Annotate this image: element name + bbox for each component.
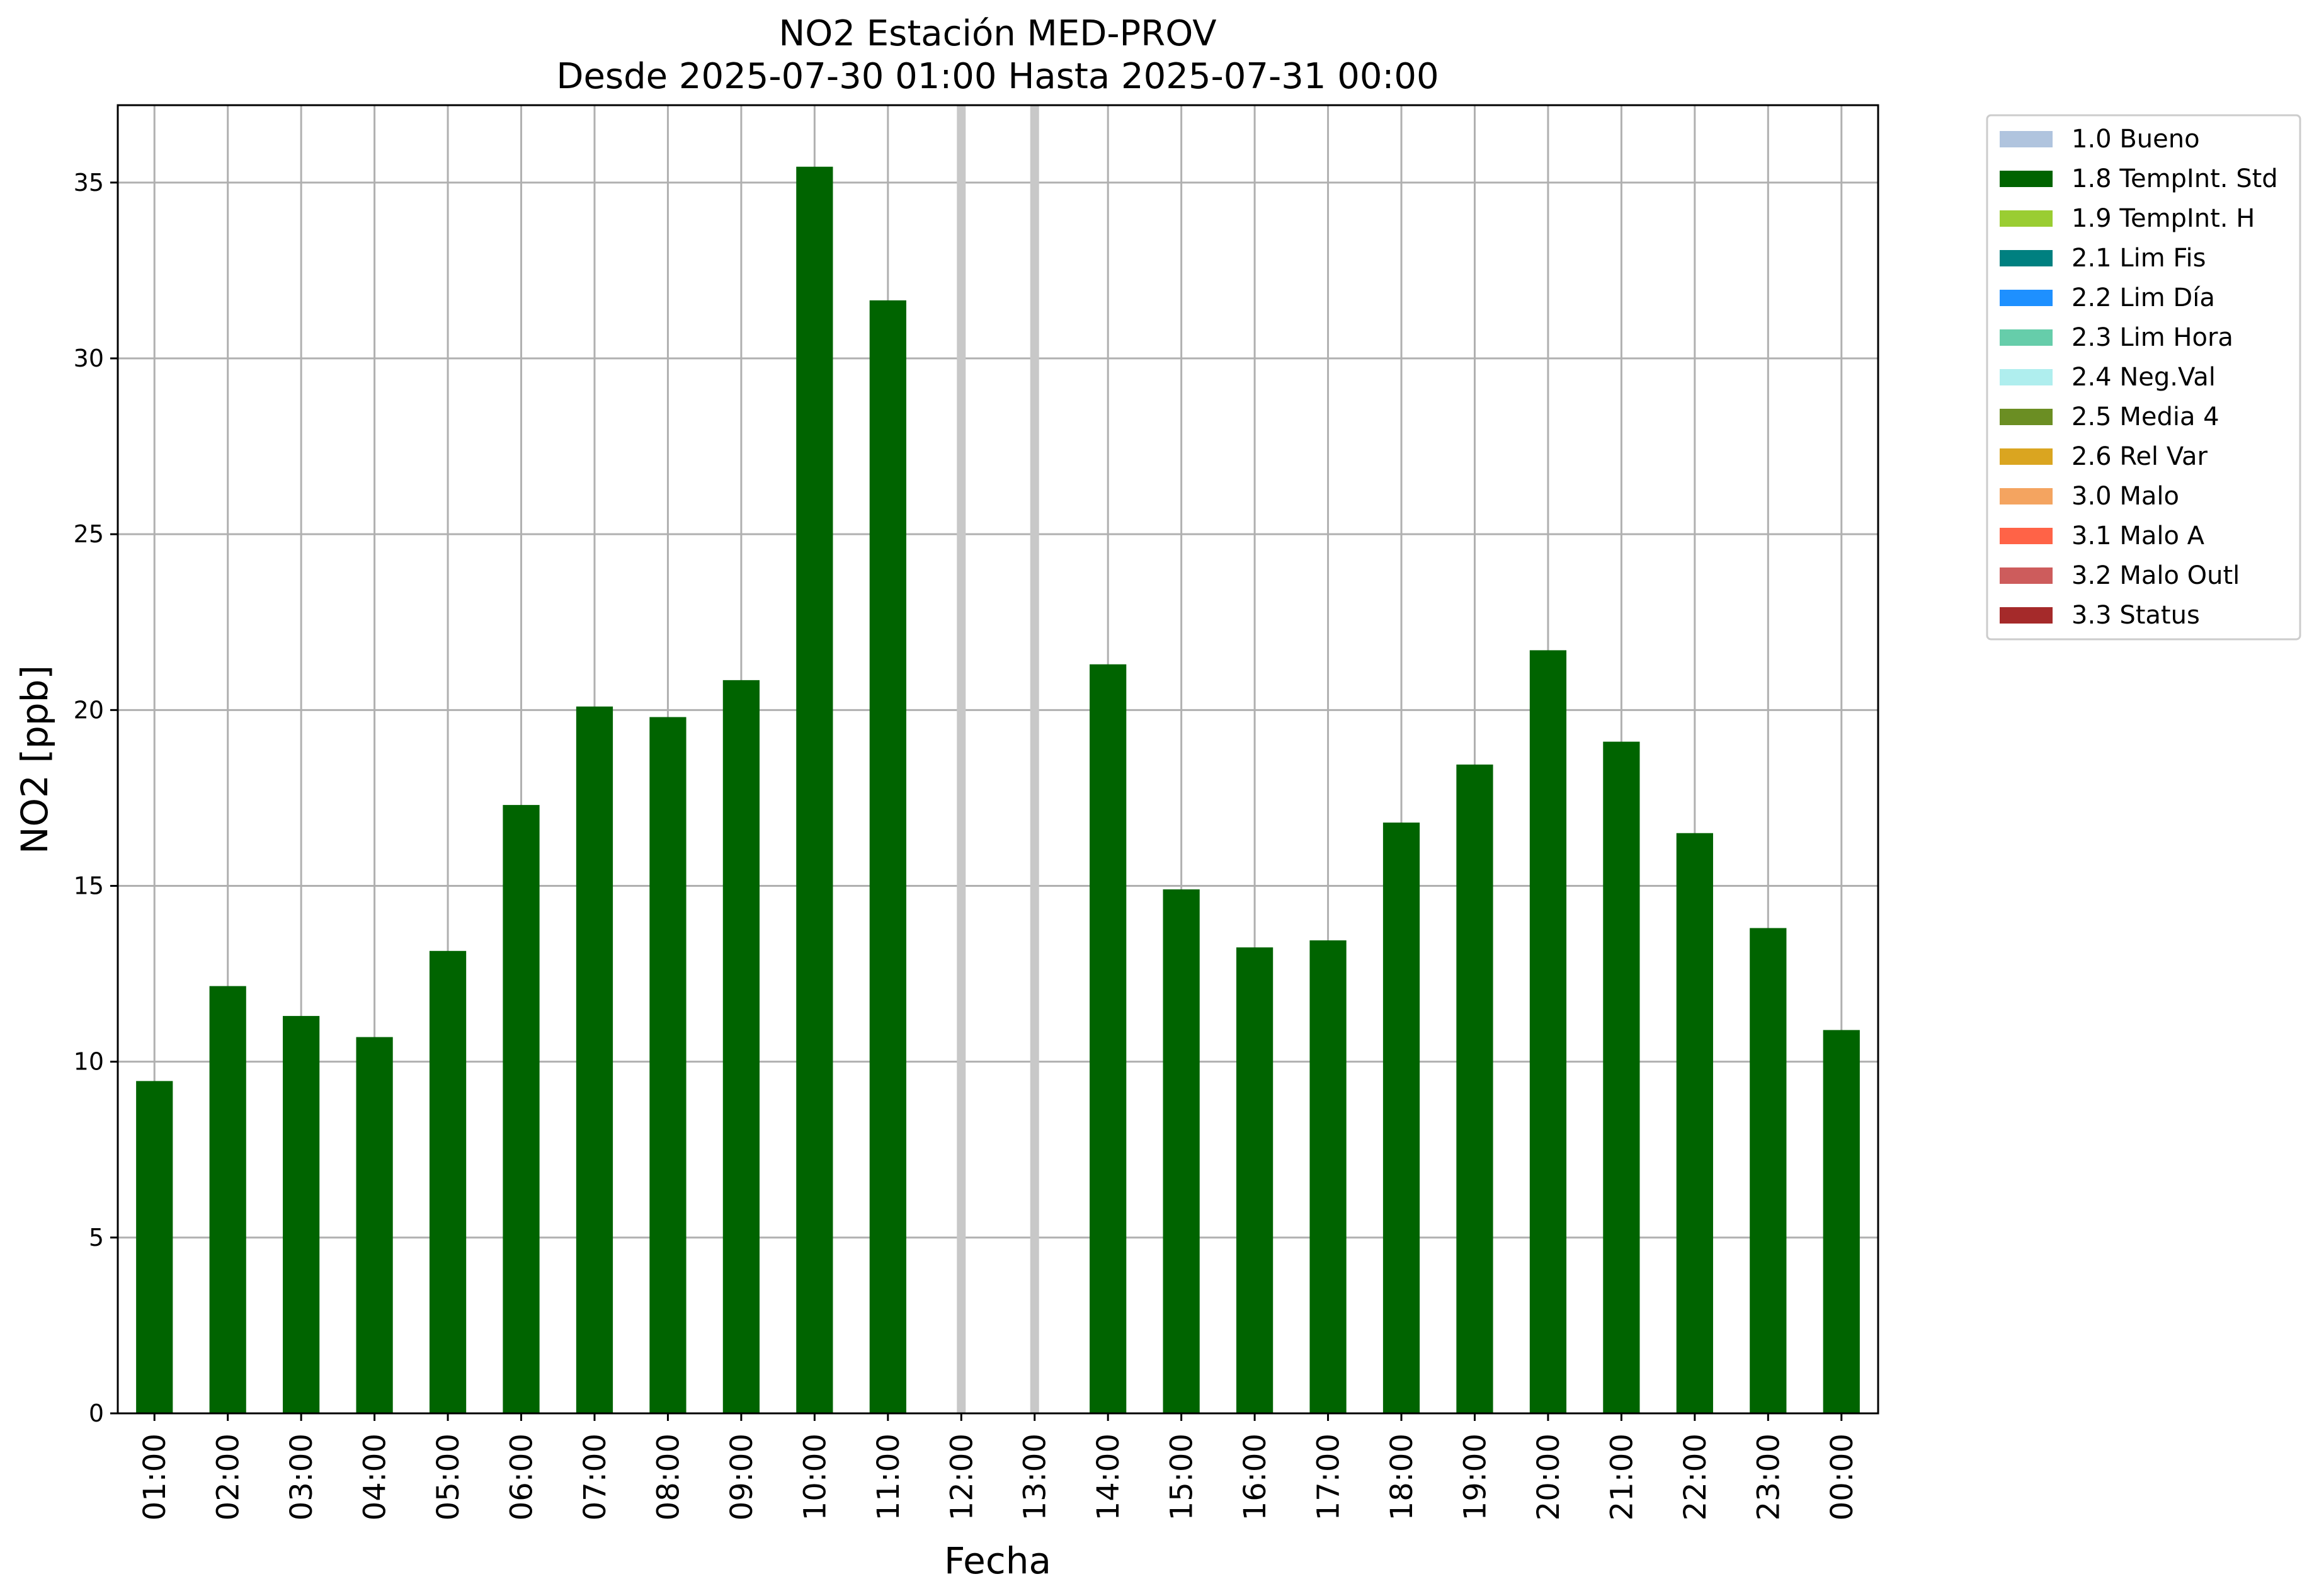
bar-01:00 [136, 1081, 173, 1413]
legend-swatch [2000, 448, 2053, 465]
legend-swatch [2000, 607, 2053, 624]
x-tick-label: 10:00 [797, 1434, 833, 1520]
y-axis-label: NO2 [ppb] [13, 665, 56, 854]
x-tick-label: 01:00 [137, 1434, 173, 1520]
x-tick-label: 17:00 [1311, 1434, 1347, 1520]
bar-14:00 [1090, 664, 1127, 1413]
legend-label: 1.9 TempInt. H [2071, 204, 2255, 233]
legend-swatch [2000, 171, 2053, 187]
x-tick-label: 13:00 [1018, 1434, 1053, 1520]
bar-05:00 [429, 950, 467, 1413]
chart-subtitle: Desde 2025-07-30 01:00 Hasta 2025-07-31 … [556, 56, 1439, 97]
y-tick-label: 35 [74, 169, 104, 197]
x-tick-label: 02:00 [211, 1434, 246, 1520]
legend-label: 2.4 Neg.Val [2071, 363, 2216, 392]
x-tick-label: 22:00 [1678, 1434, 1713, 1520]
bars [136, 166, 1860, 1413]
x-tick-label: 08:00 [651, 1434, 686, 1520]
bar-19:00 [1456, 764, 1493, 1413]
legend-swatch [2000, 290, 2053, 306]
missing-data-marker [1030, 105, 1039, 1413]
missing-data-markers [957, 105, 1039, 1413]
x-tick-label: 15:00 [1165, 1434, 1200, 1520]
legend-label: 2.6 Rel Var [2071, 442, 2208, 471]
legend-swatch [2000, 409, 2053, 425]
bar-21:00 [1603, 741, 1640, 1413]
x-tick-label: 12:00 [944, 1434, 979, 1520]
plot-frame [117, 104, 1879, 1415]
x-tick-label: 21:00 [1604, 1434, 1639, 1520]
x-tick-label: 09:00 [724, 1434, 760, 1520]
legend-label: 2.1 Lim Fis [2071, 244, 2206, 273]
y-axis: 0 5 10 15 20 25 30 35 [74, 169, 118, 1427]
bar-09:00 [722, 680, 760, 1413]
x-tick-label: 05:00 [431, 1434, 466, 1520]
x-tick-label: 03:00 [284, 1434, 319, 1520]
y-tick-label: 5 [89, 1224, 104, 1251]
y-tick-label: 30 [74, 345, 104, 372]
x-tick-label: 20:00 [1531, 1434, 1566, 1520]
x-tick-label: 11:00 [871, 1434, 906, 1520]
legend-swatch [2000, 131, 2053, 147]
x-tick-label: 04:00 [358, 1434, 393, 1520]
x-axis: 01:00 02:00 03:00 04:00 05:00 06:00 07:00 08:00… [137, 1413, 1860, 1520]
missing-data-marker [957, 105, 966, 1413]
legend-label: 3.1 Malo A [2071, 522, 2205, 550]
bar-10:00 [796, 166, 833, 1413]
bar-20:00 [1529, 650, 1567, 1413]
legend-label: 3.2 Malo Outl [2071, 561, 2240, 590]
y-tick-label: 25 [74, 520, 104, 548]
bar-16:00 [1236, 947, 1273, 1413]
legend-swatch [2000, 369, 2053, 385]
bar-22:00 [1676, 833, 1713, 1413]
x-tick-label: 16:00 [1238, 1434, 1273, 1520]
y-tick-label: 20 [74, 696, 104, 724]
legend-label: 1.8 TempInt. Std [2071, 164, 2278, 193]
x-tick-label: 07:00 [578, 1434, 613, 1520]
legend: 1.0 Bueno 1.8 TempInt. Std 1.9 TempInt. H 2… [1986, 114, 2301, 641]
legend-frame [1986, 114, 2301, 641]
bar-08:00 [649, 717, 687, 1413]
bar-11:00 [869, 300, 906, 1413]
x-tick-label: 14:00 [1091, 1434, 1126, 1520]
bar-04:00 [356, 1037, 393, 1413]
bar-18:00 [1382, 823, 1420, 1413]
bar-15:00 [1163, 889, 1200, 1413]
x-tick-label: 19:00 [1457, 1434, 1493, 1520]
x-tick-label: 18:00 [1384, 1434, 1420, 1520]
legend-label: 3.3 Status [2071, 601, 2200, 630]
legend-label: 3.0 Malo [2071, 482, 2179, 511]
bar-17:00 [1309, 940, 1347, 1413]
x-tick-label: 23:00 [1751, 1434, 1786, 1520]
bar-23:00 [1750, 928, 1787, 1413]
legend-swatch [2000, 567, 2053, 584]
bar-00:00 [1823, 1030, 1860, 1413]
legend-label: 1.0 Bueno [2071, 125, 2200, 154]
x-tick-label: 00:00 [1825, 1434, 1860, 1520]
bar-06:00 [503, 805, 540, 1413]
y-tick-label: 0 [89, 1399, 104, 1427]
legend-swatch [2000, 250, 2053, 266]
y-tick-label: 10 [74, 1048, 104, 1076]
x-axis-label: Fecha [944, 1539, 1051, 1582]
bar-02:00 [209, 986, 246, 1413]
chart-title: NO2 Estación MED-PROV [778, 13, 1216, 54]
legend-label: 2.3 Lim Hora [2071, 323, 2233, 352]
legend-label: 2.5 Media 4 [2071, 402, 2219, 431]
bar-07:00 [576, 706, 613, 1413]
legend-label: 2.2 Lim Día [2071, 283, 2215, 312]
bar-03:00 [283, 1016, 320, 1413]
legend-swatch [2000, 210, 2053, 227]
legend-swatch [2000, 528, 2053, 544]
legend-swatch [2000, 329, 2053, 346]
legend-swatch [2000, 488, 2053, 504]
y-tick-label: 15 [74, 872, 104, 900]
x-tick-label: 06:00 [504, 1434, 540, 1520]
